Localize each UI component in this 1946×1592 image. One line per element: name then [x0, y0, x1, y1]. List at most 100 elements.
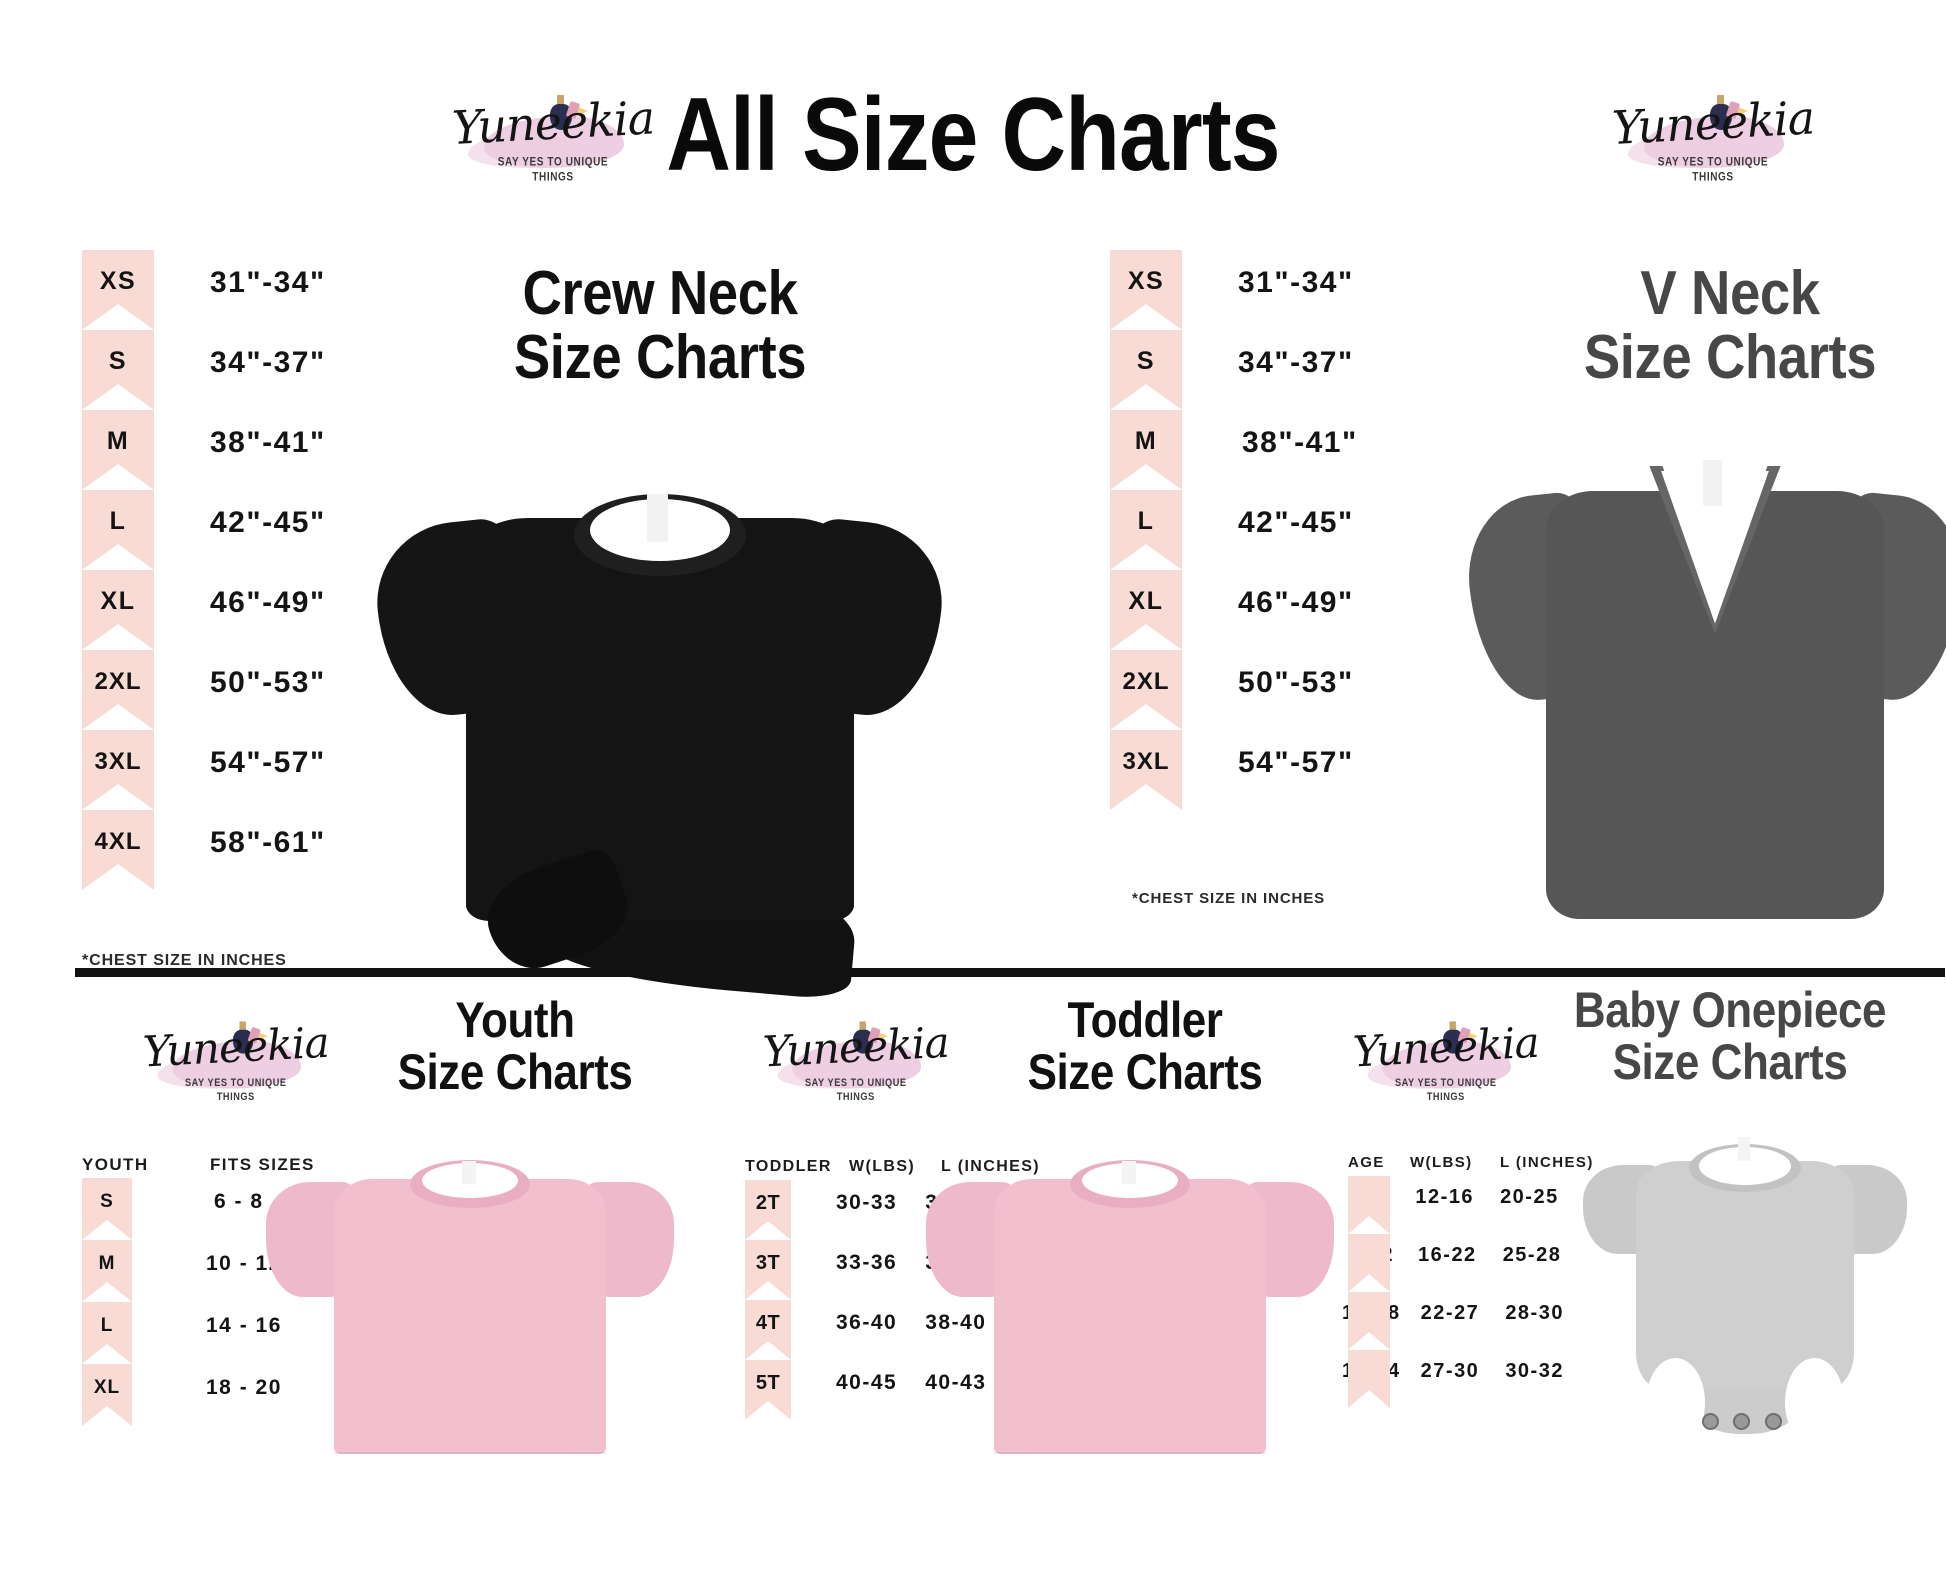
size-label: L [100, 1315, 114, 1336]
size-label: S [108, 347, 128, 375]
ribbon-notch [1110, 384, 1182, 410]
ribbon-notch [82, 384, 154, 410]
ribbon-notch [82, 784, 154, 810]
size-value: 50"-53" [1238, 666, 1354, 699]
ribbon-notch [82, 1282, 132, 1302]
v-neck-size-table: XS 31"-34" S 34"-37" M 38"-41" L 42"-45"… [1110, 250, 1358, 810]
crew-neck-footnote: *CHEST SIZE IN INCHES [82, 952, 287, 969]
table-row: 3-6 12-16 20-25 [1348, 1176, 1564, 1234]
size-value: 46"-49" [1238, 586, 1354, 619]
size-ribbon: S [82, 330, 154, 410]
tshirt-body [334, 1178, 606, 1454]
logo-bottle-neck-icon [859, 1021, 866, 1033]
size-value: 50"-53" [210, 666, 326, 699]
table-row: 3XL 54"-57" [82, 730, 326, 810]
size-label: 4T [755, 1312, 781, 1334]
size-ribbon: XS [82, 250, 154, 330]
ribbon-notch [82, 864, 154, 890]
length-value: 40-43 [925, 1371, 987, 1394]
table-row: M 38"-41" [1110, 410, 1358, 490]
table-row: 5T 40-45 40-43 [745, 1360, 986, 1420]
size-ribbon: S [1110, 330, 1182, 410]
ribbon-notch [82, 1220, 132, 1240]
fits-value: 14 - 16 [206, 1314, 282, 1337]
size-label: 2T [755, 1192, 781, 1214]
onesie-snap-button [1764, 1412, 1782, 1430]
size-value: 54"-57" [1238, 746, 1354, 779]
logo-watercolor-blob-secondary [777, 1057, 879, 1089]
weight-value: 12-16 [1415, 1186, 1475, 1208]
size-label: 5T [755, 1372, 781, 1394]
ribbon-notch [82, 544, 154, 570]
tshirt-hem-stitch [994, 1452, 1266, 1454]
size-ribbon: 3XL [82, 730, 154, 810]
size-label: S [100, 1191, 114, 1212]
logo-watercolor-blob-secondary [1367, 1057, 1469, 1089]
table-row: 12-18 22-27 28-30 [1342, 1292, 1564, 1350]
v-neck-footnote: *CHEST SIZE IN INCHES [1132, 890, 1326, 907]
size-ribbon: L [82, 1302, 132, 1364]
table-row: XL 18 - 20 [82, 1364, 282, 1426]
onesie-body [1636, 1161, 1854, 1389]
table-row: M 38"-41" [82, 410, 326, 490]
size-label: XS [1127, 267, 1165, 295]
size-label: L [109, 507, 127, 535]
size-ribbon: M [82, 1240, 132, 1302]
size-value: 38"-41" [1242, 426, 1358, 459]
logo-bottle-neck-icon [1717, 95, 1724, 107]
size-label: 4XL [94, 828, 142, 855]
weight-value: 33-36 [836, 1251, 898, 1274]
logo-watercolor-blob-secondary [157, 1057, 259, 1089]
ribbon-notch [82, 704, 154, 730]
size-label: S [1136, 347, 1156, 375]
row-values: 6-12 16-22 25-28 [1348, 1234, 1561, 1267]
size-value: 58"-61" [210, 826, 326, 859]
table-row: 4XL 58"-61" [82, 810, 326, 890]
logo-bottle-neck-icon [557, 95, 564, 107]
weight-value: 30-33 [836, 1191, 898, 1214]
onesie-snap-button [1702, 1412, 1720, 1430]
ribbon-notch [1110, 704, 1182, 730]
table-row: L 42"-45" [82, 490, 326, 570]
ribbon-notch [1110, 304, 1182, 330]
crew-neck-heading-line1: Crew Neck [522, 259, 798, 328]
size-ribbon: M [1110, 410, 1182, 490]
logo-tagline-line2: THINGS [1426, 1090, 1465, 1103]
youth-heading-line2: Size Charts [397, 1044, 633, 1100]
size-ribbon: 4T [745, 1300, 791, 1360]
size-ribbon [1348, 1292, 1390, 1350]
size-label: M [98, 1253, 116, 1274]
gray-v-neck-tshirt-image [1460, 440, 1946, 950]
length-value: 28-30 [1505, 1302, 1564, 1324]
crew-neck-size-table: XS 31"-34" S 34"-37" M 38"-41" L 42"-45"… [82, 250, 326, 890]
onesie-neck-label [1738, 1136, 1750, 1162]
fits-value: 18 - 20 [206, 1376, 282, 1399]
size-label: XL [1128, 587, 1164, 615]
youth-heading-line1: Youth [455, 992, 575, 1048]
v-neck-heading: V Neck Size Charts [1501, 261, 1946, 391]
ribbon-notch [1348, 1274, 1390, 1292]
tshirt-neck-label [646, 494, 669, 542]
baby-col-header-weight: W(LBS) [1410, 1154, 1473, 1171]
brand-logo-youth: Yuneekia SAY YES TO UNIQUE THINGS [130, 1015, 330, 1116]
row-values: 40-45 40-43 [791, 1360, 986, 1395]
size-label: 2XL [1122, 668, 1170, 695]
size-label: 3T [755, 1252, 781, 1274]
size-value: 34"-37" [1238, 346, 1354, 379]
baby-col-header-age: AGE [1348, 1154, 1385, 1171]
table-row: XL 46"-49" [82, 570, 326, 650]
size-value: 42"-45" [1238, 506, 1354, 539]
size-ribbon: 4XL [82, 810, 154, 890]
size-value: 31"-34" [1238, 266, 1354, 299]
size-ribbon: L [1110, 490, 1182, 570]
toddler-col-header-weight: W(LBS) [849, 1158, 916, 1175]
logo-wordmark: Yuneekia [141, 1017, 330, 1077]
tshirt-hem-stitch [334, 1452, 606, 1454]
weight-value: 40-45 [836, 1371, 898, 1394]
youth-col-header-fits: FITS SIZES [210, 1155, 315, 1174]
tshirt-body [994, 1178, 1266, 1454]
size-ribbon: 5T [745, 1360, 791, 1420]
size-ribbon: 3T [745, 1240, 791, 1300]
size-ribbon: 2T [745, 1180, 791, 1240]
logo-tagline-line2: THINGS [216, 1090, 255, 1103]
